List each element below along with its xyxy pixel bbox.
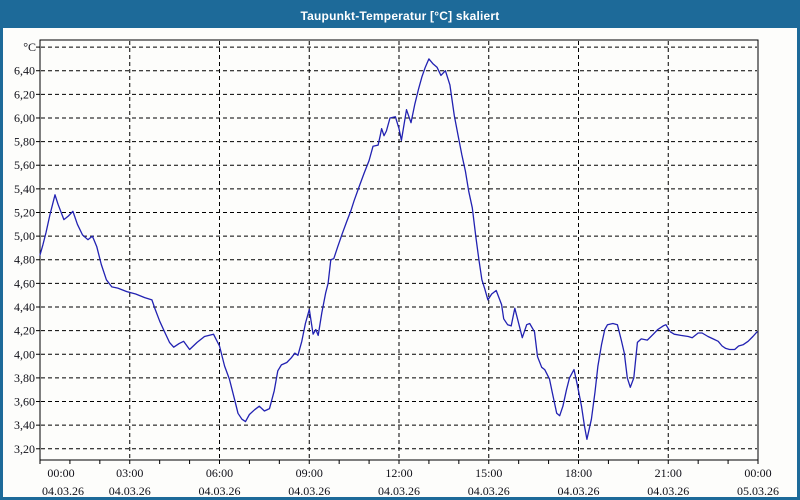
x-tick-date-label: 05.03.26 [737, 484, 779, 497]
x-tick-date-label: 04.03.26 [288, 484, 330, 497]
x-tick-time-label: 15:00 [475, 466, 502, 480]
x-tick-date-label: 04.03.26 [42, 484, 84, 497]
series-line [39, 58, 758, 440]
x-tick-time-label: 21:00 [655, 466, 682, 480]
chart-area: 6,40 6,20 6,00 5,80 5,60 5,40 5,20 5,00 4,80 4,60… [3, 28, 797, 497]
y-axis-unit-label: °C [23, 40, 36, 54]
window-titlebar: Taupunkt-Temperatur [°C] skaliert [3, 3, 797, 28]
x-tick-date-label: 04.03.26 [558, 484, 600, 497]
y-axis-labels: 6,40 6,20 6,00 5,80 5,60 5,40 5,20 5,00 4,80 4,60… [14, 64, 35, 456]
y-tick-label: 3,60 [14, 395, 35, 409]
x-tick-date-label: 04.03.26 [647, 484, 689, 497]
x-tick-time-label: 18:00 [565, 466, 592, 480]
y-tick-label: 4,20 [14, 324, 35, 338]
y-tick-label: 6,40 [14, 64, 35, 78]
y-tick-label: 6,20 [14, 87, 35, 101]
y-tick-label: 4,40 [14, 300, 35, 314]
y-tick-label: 3,20 [14, 442, 35, 456]
plot-border [39, 39, 759, 461]
y-tick-label: 3,80 [14, 371, 35, 385]
x-tick-time-label: 06:00 [206, 466, 233, 480]
y-tick-label: 4,60 [14, 276, 35, 290]
y-tick-label: 5,80 [14, 135, 35, 149]
window-title: Taupunkt-Temperatur [°C] skaliert [300, 8, 500, 23]
y-tick-label: 5,40 [14, 182, 35, 196]
x-tick-date-label: 04.03.26 [199, 484, 241, 497]
tick-marks [36, 46, 759, 464]
y-tick-label: 5,20 [14, 205, 35, 219]
chart-canvas: 6,40 6,20 6,00 5,80 5,60 5,40 5,20 5,00 4,80 4,60… [14, 39, 779, 497]
x-tick-time-label: 00:00 [744, 466, 771, 480]
y-tick-label: 3,40 [14, 418, 35, 432]
x-tick-date-label: 04.03.26 [109, 484, 151, 497]
y-tick-label: 4,80 [14, 253, 35, 267]
x-tick-date-label: 04.03.26 [378, 484, 420, 497]
y-tick-label: 4,00 [14, 347, 35, 361]
x-tick-time-label: 03:00 [116, 466, 143, 480]
gridlines [41, 41, 757, 459]
x-tick-time-label: 00:00 [47, 466, 74, 480]
x-tick-date-label: 04.03.26 [468, 484, 510, 497]
y-tick-label: 5,00 [14, 229, 35, 243]
y-tick-label: 5,60 [14, 158, 35, 172]
x-tick-time-label: 12:00 [385, 466, 412, 480]
x-axis-labels: 00:00 04.03.26 03:00 04.03.26 06:00 04.03.26 0… [42, 466, 779, 497]
y-tick-label: 6,00 [14, 111, 35, 125]
x-tick-time-label: 09:00 [296, 466, 323, 480]
